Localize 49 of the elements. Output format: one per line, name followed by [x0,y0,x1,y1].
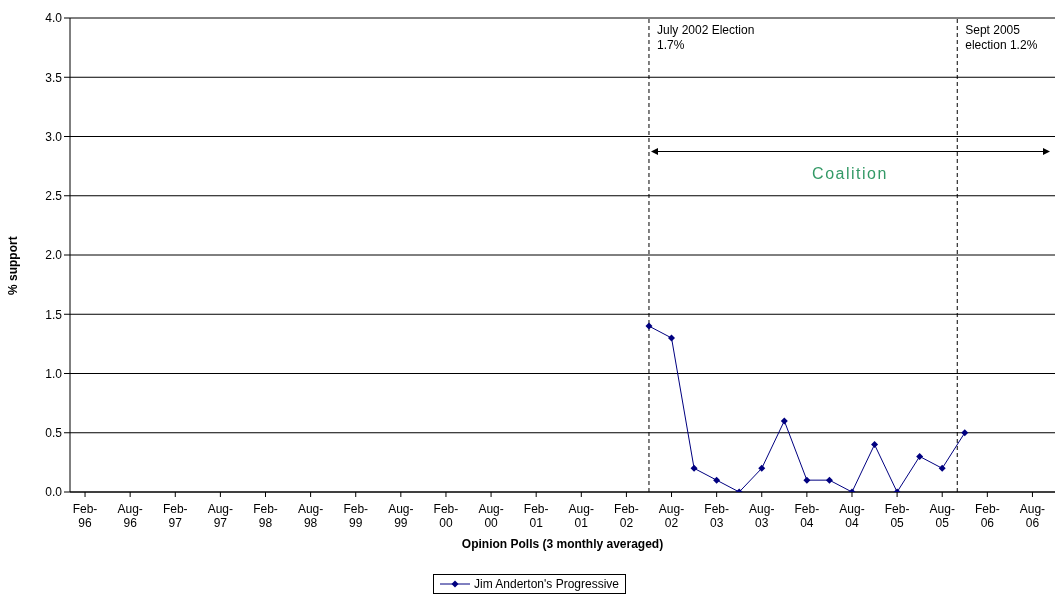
point [713,476,721,484]
ref-line-label: July 2002 Election 1.7% [656,23,755,52]
x-tick-label: Aug-98 [297,502,324,530]
x-tick-label: Feb-96 [72,502,98,530]
point [668,334,676,342]
y-tick-label: 0.5 [45,426,63,441]
point [645,322,653,330]
point [803,476,811,484]
x-tick-label: Feb-02 [614,502,639,530]
x-tick-label: Aug-04 [839,502,865,530]
point [961,429,969,437]
y-tick-label: 1.5 [45,307,63,322]
x-tick-label: Feb-04 [794,502,820,530]
x-tick-label: Feb-97 [162,502,188,530]
x-tick-label: Aug-99 [388,502,414,530]
y-axis-title: % support [6,236,20,295]
point [871,441,879,449]
x-tick-label: Feb-06 [974,502,1000,530]
x-tick-label: Feb-05 [884,502,910,530]
x-tick-label: Aug-02 [658,502,685,530]
x-tick-label: Feb-01 [523,502,549,530]
x-tick-label: Aug-03 [749,502,775,530]
x-tick-label: Aug-06 [1019,502,1046,530]
point [938,464,946,472]
x-tick-label: Aug-01 [568,502,594,530]
y-tick-label: 2.0 [45,248,63,263]
x-tick-label: Aug-97 [207,502,234,530]
point [825,476,833,484]
annotation: Coalition [811,165,889,183]
x-tick-label: Feb-99 [343,502,369,530]
x-tick-label: Feb-03 [704,502,729,530]
x-axis-title: Opinion Polls (3 monthly averaged) [460,537,665,551]
y-tick-label: 2.5 [45,189,63,204]
point [916,452,924,460]
x-tick-label: Aug-05 [929,502,955,530]
y-tick-label: 3.5 [45,70,63,85]
x-tick-label: Aug-00 [478,502,504,530]
x-tick-label: Aug-96 [117,502,143,530]
ref-line-label: Sept 2005 election 1.2% [965,23,1038,52]
x-tick-label: Feb-00 [433,502,459,530]
x-tick-label: Feb-98 [253,502,278,530]
y-tick-label: 0.0 [45,485,63,500]
point [690,464,698,472]
y-tick-label: 3.0 [45,129,63,144]
point [780,417,788,425]
legend-label: Jim Anderton's Progressive [473,577,620,591]
y-tick-label: 4.0 [45,11,63,26]
y-tick-label: 1.0 [45,366,63,381]
point [758,464,766,472]
